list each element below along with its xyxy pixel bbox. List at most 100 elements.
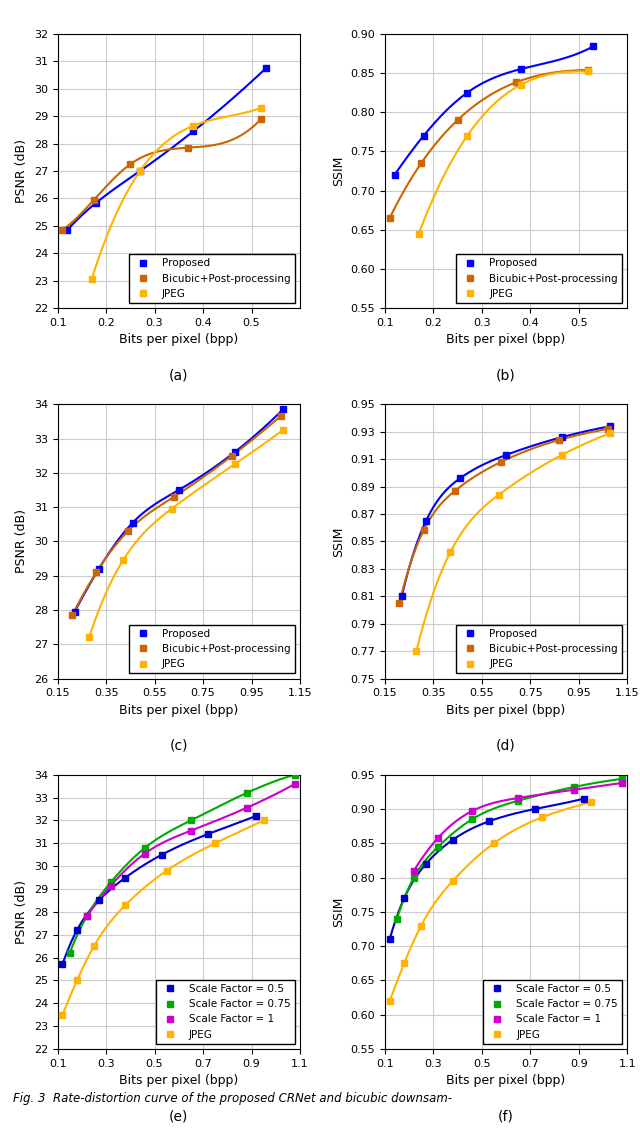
JPEG: [584, 64, 592, 78]
Line: Proposed: Proposed: [398, 423, 614, 600]
Scale Factor = 0.5: [386, 933, 394, 946]
Scale Factor = 0.5: [401, 891, 408, 905]
Bicubic+Post-processing: [497, 455, 505, 468]
JPEG: [401, 957, 408, 970]
X-axis label: Bits per pixel (bpp): Bits per pixel (bpp): [119, 334, 239, 346]
Scale Factor = 0.5: [204, 827, 212, 840]
Legend: Scale Factor = 0.5, Scale Factor = 0.75, Scale Factor = 1, JPEG: Scale Factor = 0.5, Scale Factor = 0.75,…: [156, 980, 295, 1043]
Bicubic+Post-processing: [276, 409, 284, 423]
Scale Factor = 0.5: [485, 814, 493, 828]
Scale Factor = 0.75: [468, 812, 476, 826]
Y-axis label: PSNR (dB): PSNR (dB): [15, 139, 28, 203]
Scale Factor = 0.5: [531, 802, 539, 816]
Bicubic+Post-processing: [90, 193, 98, 206]
Scale Factor = 1: [618, 776, 626, 790]
Bicubic+Post-processing: [451, 484, 459, 497]
JPEG: [415, 227, 422, 240]
Proposed: [129, 515, 136, 529]
X-axis label: Bits per pixel (bpp): Bits per pixel (bpp): [446, 334, 566, 346]
Line: Bicubic+Post-processing: Bicubic+Post-processing: [386, 67, 592, 221]
Scale Factor = 0.5: [253, 809, 260, 822]
Line: JPEG: JPEG: [86, 426, 287, 641]
Scale Factor = 0.75: [243, 786, 250, 800]
Proposed: [398, 590, 406, 603]
Scale Factor = 0.75: [291, 768, 299, 782]
Bicubic+Post-processing: [396, 597, 403, 610]
X-axis label: Bits per pixel (bpp): Bits per pixel (bpp): [119, 704, 239, 717]
Proposed: [456, 472, 464, 485]
Scale Factor = 0.5: [580, 792, 588, 805]
Y-axis label: SSIM: SSIM: [332, 897, 345, 927]
Proposed: [502, 448, 510, 461]
Scale Factor = 0.75: [141, 841, 148, 855]
JPEG: [90, 940, 98, 953]
Bicubic+Post-processing: [68, 608, 76, 622]
JPEG: [189, 118, 197, 132]
Legend: Proposed, Bicubic+Post-processing, JPEG: Proposed, Bicubic+Post-processing, JPEG: [129, 625, 295, 673]
Proposed: [463, 86, 471, 99]
Scale Factor = 0.75: [570, 781, 578, 794]
Line: Bicubic+Post-processing: Bicubic+Post-processing: [59, 115, 265, 233]
X-axis label: Bits per pixel (bpp): Bits per pixel (bpp): [119, 1074, 239, 1087]
Scale Factor = 0.75: [393, 911, 401, 925]
Bicubic+Post-processing: [417, 157, 425, 170]
Scale Factor = 0.75: [83, 909, 90, 923]
Text: (b): (b): [496, 369, 516, 382]
Scale Factor = 1: [291, 777, 299, 791]
Text: (e): (e): [169, 1110, 188, 1123]
Bicubic+Post-processing: [170, 490, 178, 503]
Line: Proposed: Proposed: [64, 64, 269, 233]
JPEG: [230, 458, 238, 472]
JPEG: [587, 795, 595, 809]
Scale Factor = 1: [468, 804, 476, 818]
Proposed: [95, 562, 102, 575]
Proposed: [422, 514, 430, 528]
Scale Factor = 0.5: [59, 958, 67, 971]
Scale Factor = 0.5: [122, 871, 129, 884]
Scale Factor = 0.75: [187, 813, 195, 827]
Scale Factor = 0.75: [107, 875, 115, 889]
Bicubic+Post-processing: [257, 112, 265, 125]
Scale Factor = 0.75: [66, 946, 74, 960]
Scale Factor = 1: [243, 801, 250, 814]
JPEG: [136, 165, 144, 178]
Proposed: [390, 168, 398, 182]
Line: JPEG: JPEG: [386, 799, 595, 1005]
JPEG: [211, 837, 219, 851]
X-axis label: Bits per pixel (bpp): Bits per pixel (bpp): [446, 1074, 566, 1087]
Proposed: [136, 165, 144, 178]
JPEG: [85, 631, 93, 644]
Line: Scale Factor = 1: Scale Factor = 1: [410, 779, 626, 874]
JPEG: [558, 448, 566, 461]
Proposed: [189, 124, 197, 138]
JPEG: [516, 78, 524, 91]
JPEG: [495, 488, 502, 502]
Legend: Proposed, Bicubic+Post-processing, JPEG: Proposed, Bicubic+Post-processing, JPEG: [456, 254, 622, 303]
Proposed: [558, 431, 566, 444]
Scale Factor = 0.5: [95, 893, 102, 907]
JPEG: [88, 273, 95, 287]
Text: (a): (a): [169, 369, 189, 382]
Scale Factor = 0.75: [515, 794, 522, 808]
JPEG: [538, 810, 546, 823]
Proposed: [175, 483, 182, 496]
JPEG: [73, 973, 81, 987]
Line: Scale Factor = 1: Scale Factor = 1: [83, 781, 299, 920]
Line: JPEG: JPEG: [59, 817, 267, 1019]
Bicubic+Post-processing: [185, 141, 193, 155]
Bicubic+Post-processing: [556, 433, 563, 447]
Bicubic+Post-processing: [604, 422, 612, 435]
Scale Factor = 0.75: [618, 772, 626, 785]
JPEG: [447, 546, 454, 559]
JPEG: [417, 919, 425, 933]
Scale Factor = 0.5: [422, 857, 430, 871]
Text: (c): (c): [170, 739, 188, 754]
JPEG: [490, 837, 498, 851]
JPEG: [386, 994, 394, 1007]
Scale Factor = 1: [141, 847, 148, 861]
Scale Factor = 1: [410, 864, 418, 878]
Bicubic+Post-processing: [127, 158, 134, 171]
Scale Factor = 1: [435, 831, 442, 845]
Scale Factor = 0.5: [158, 848, 166, 862]
JPEG: [260, 813, 268, 827]
